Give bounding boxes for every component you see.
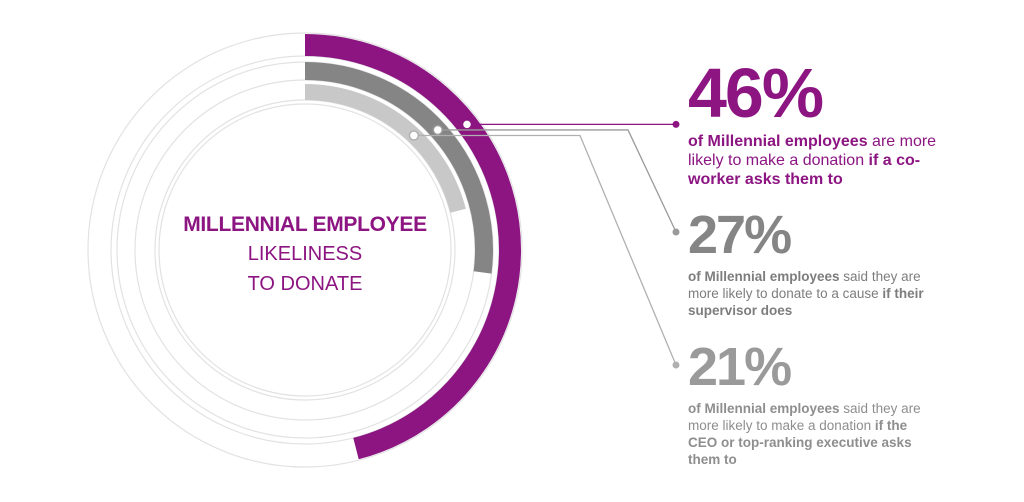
leader-start-dot <box>408 130 420 141</box>
leader-end-dot <box>672 361 680 369</box>
leader-line-27 <box>437 129 677 233</box>
bar-arc-46 <box>304 34 521 460</box>
stat-block-supervisor: 27% of Millennial employees said they ar… <box>688 208 1008 319</box>
center-subtitle-line1: LIKELINESS <box>247 243 363 265</box>
stat-bold-tail: if a co-worker asks them to <box>688 152 921 188</box>
stat-bold-lead: of Millennial employees <box>688 401 840 416</box>
stat-middle: said they are more likely to make a dona… <box>688 401 921 433</box>
stat-description: of Millennial employees said they are mo… <box>688 400 923 468</box>
stat-bold-lead: of Millennial employees <box>688 133 868 150</box>
stat-bold-tail: if their supervisor does <box>688 286 924 318</box>
stat-percent: 46% <box>688 54 824 132</box>
stat-middle: said they are more likely to donate to a… <box>688 269 921 301</box>
leader-end-dot <box>672 120 680 128</box>
stat-description: of Millennial employees are more likely … <box>688 132 938 189</box>
center-title: MILLENNIAL EMPLOYEE <box>183 213 427 236</box>
stat-percent: 27% <box>688 205 792 265</box>
stat-bold-lead: of Millennial employees <box>688 269 840 284</box>
ring-outline <box>87 32 523 468</box>
stat-description: of Millennial employees said they are mo… <box>688 268 928 319</box>
leader-start-dot <box>432 124 444 136</box>
center-subtitle-line2: TO DONATE <box>247 273 363 295</box>
stat-percent: 21% <box>688 337 792 397</box>
leader-line-21 <box>413 134 677 366</box>
stat-block-coworker: 46% of Millennial employees are more lik… <box>688 58 1008 189</box>
ring-outline <box>158 103 452 397</box>
leader-start-dot <box>461 119 473 130</box>
bar-arc-21 <box>304 84 466 213</box>
stat-bold-tail: if the CEO or top-ranking executive asks… <box>688 418 912 467</box>
stat-middle: are more likely to make a donation <box>688 133 937 169</box>
stat-block-ceo: 21% of Millennial employees said they ar… <box>688 340 1008 468</box>
leader-end-dot <box>672 228 680 236</box>
